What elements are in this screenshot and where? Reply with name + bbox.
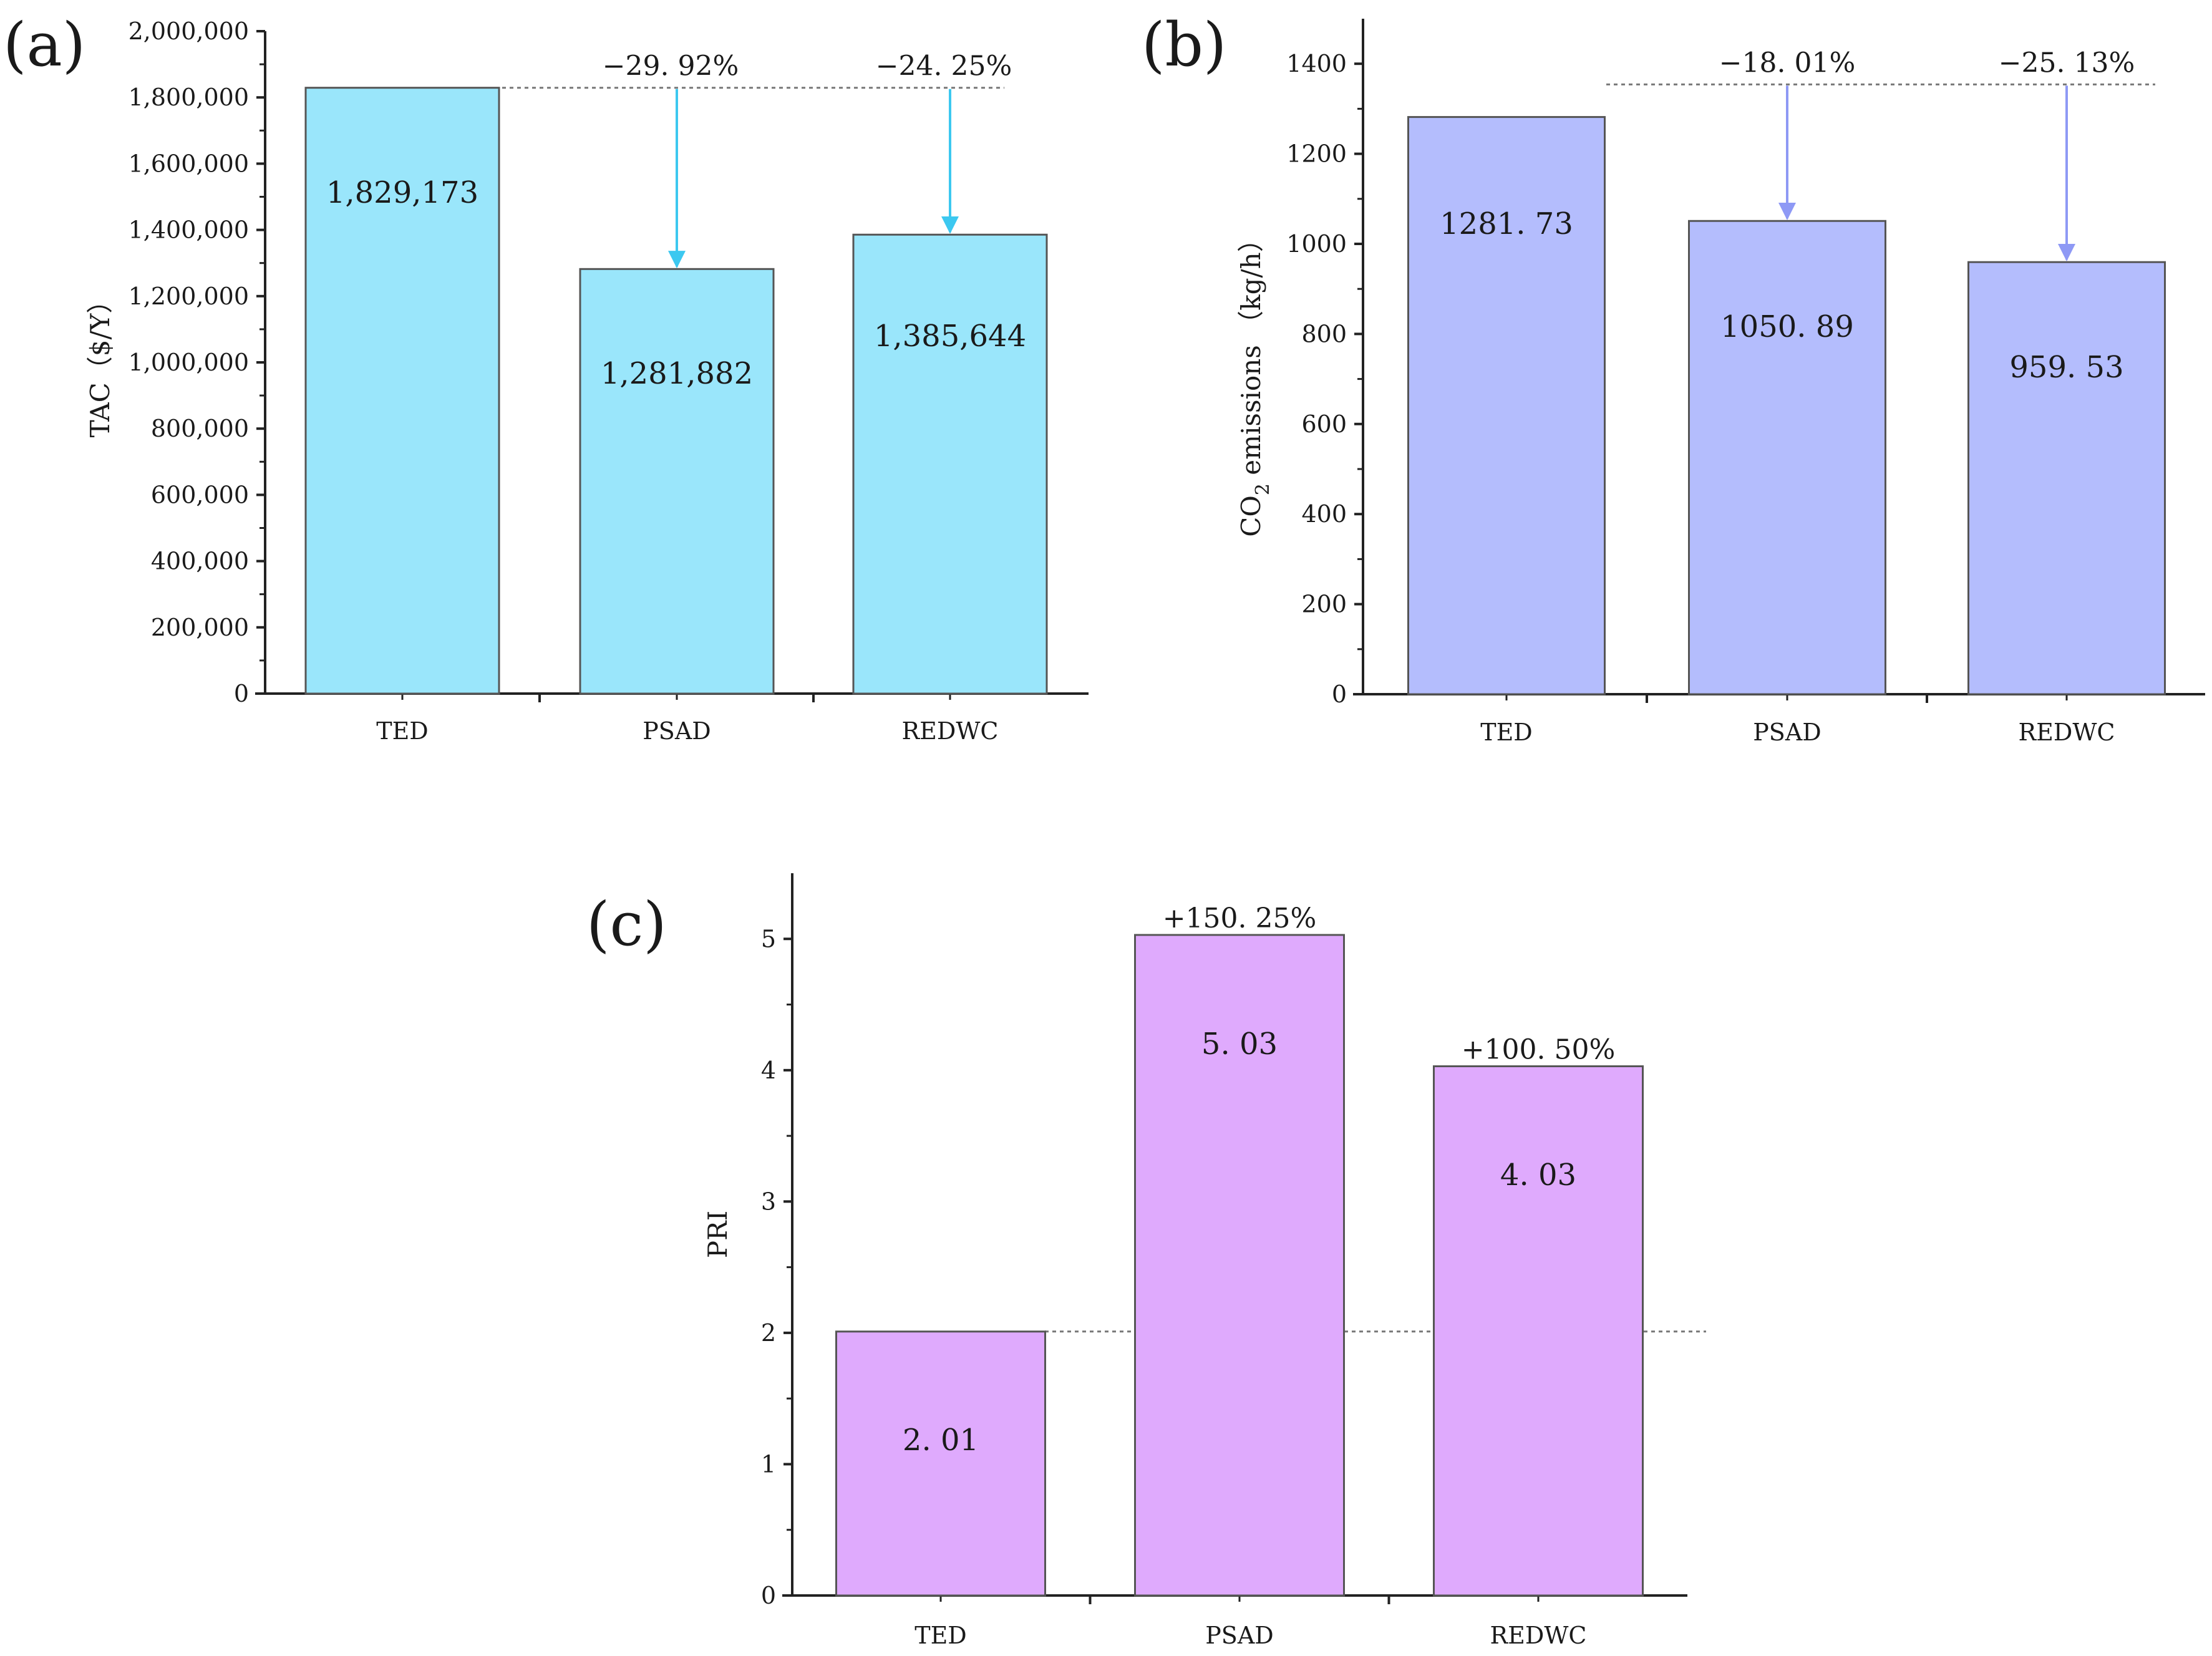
panel-c-change-label-redwc: +100. 50%: [1462, 1034, 1616, 1066]
panel-c-marks: 0 1 2 3 4 5 2. 01 TED 5. 03 PSAD +150. 25% 4. 03 RED…: [702, 873, 1706, 1649]
panel-a-y-tick-label: 600,000: [151, 481, 249, 508]
panel-c-value-label-psad: 5. 03: [1201, 1027, 1278, 1062]
panel-c-y-tick-label: 2: [761, 1319, 776, 1347]
panel-a-y-tick-label: 1,800,000: [129, 84, 249, 111]
panel-c-bar-psad: [1134, 934, 1345, 1597]
panel-a-y-tick-label: 400,000: [151, 548, 249, 575]
panel-b-category-label: REDWC: [2019, 719, 2115, 746]
panel-a-tag: (a): [3, 10, 85, 80]
panel-b-value-label-psad: 1050. 89: [1720, 309, 1854, 344]
panel-a-y-tick-label: 2,000,000: [129, 17, 249, 45]
panel-c-y-tick-label: 3: [761, 1188, 776, 1215]
panel-b-y-tick-label: 0: [1332, 680, 1347, 708]
panel-b-y-tick-label: 200: [1301, 591, 1347, 618]
panel-a-tac-chart: (a) 0 200,000 400,000 600,000 800,000 1,000,0…: [3, 10, 1089, 745]
panel-a-y-tick-label: 200,000: [151, 614, 249, 641]
panel-c-y-tick-label: 5: [761, 925, 776, 952]
panel-c-y-tick-label: 1: [761, 1450, 776, 1478]
panel-b-y-tick-label: 600: [1301, 410, 1347, 438]
panel-c-change-label-psad: +150. 25%: [1163, 903, 1317, 934]
panel-b-y-tick-label: 400: [1301, 500, 1347, 528]
panel-a-marks: 0 200,000 400,000 600,000 800,000 1,000,000 1,…: [85, 17, 1089, 745]
panel-a-y-axis-title: TAC（$/Y）: [85, 288, 115, 438]
panel-b-co2-chart: (b) 0 200 400 600 800 1000 1200 1400 1281. 73 TED…: [1142, 10, 2205, 746]
panel-a-y-tick-label: 1,000,000: [129, 349, 249, 376]
panel-a-change-label-redwc: −24. 25%: [876, 51, 1012, 82]
panel-a-y-tick-label: 1,400,000: [129, 216, 249, 244]
panel-c-category-label: REDWC: [1490, 1622, 1587, 1649]
panel-c-value-label-ted: 2. 01: [903, 1423, 979, 1458]
panel-b-y-axis-title: CO2 emissions （kg/h）: [1236, 226, 1274, 536]
panel-a-change-label-psad: −29. 92%: [603, 51, 739, 82]
panel-a-y-tick-label: 0: [234, 680, 249, 707]
panel-c-y-tick-label: 0: [761, 1582, 776, 1609]
panel-b-change-label-psad: −18. 01%: [1719, 47, 1856, 79]
panel-b-category-label: PSAD: [1753, 719, 1822, 746]
panel-c-value-label-redwc: 4. 03: [1500, 1158, 1576, 1193]
panel-a-bar-redwc: [852, 233, 1048, 695]
panel-c-category-label: PSAD: [1205, 1622, 1274, 1649]
panel-b-value-label-ted: 1281. 73: [1440, 206, 1573, 241]
panel-c-y-axis-title: PRI: [702, 1211, 733, 1258]
panel-a-y-tick-label: 800,000: [151, 415, 249, 442]
panel-a-category-label: REDWC: [902, 717, 999, 745]
panel-b-marks: 0 200 400 600 800 1000 1200 1400 1281. 73 TED 1050…: [1236, 19, 2205, 746]
panel-a-y-tick-label: 1,600,000: [129, 150, 249, 177]
panel-c-bar-ted: [835, 1330, 1046, 1597]
panel-c-pri-chart: (c) 0 1 2 3 4 5 2. 01 TED 5. 03 PSAD +150. 25% 4. 0…: [586, 873, 1706, 1649]
panel-a-value-label-redwc: 1,385,644: [874, 319, 1026, 354]
panel-b-category-label: TED: [1480, 719, 1533, 746]
panel-b-y-tick-label: 1400: [1286, 50, 1347, 77]
panel-b-y-axis-title-rest: emissions （kg/h）: [1236, 226, 1266, 483]
panel-b-y-axis-title-subscript: 2: [1252, 483, 1274, 495]
panel-a-bar-psad: [579, 268, 775, 695]
panel-b-y-tick-label: 1200: [1286, 140, 1347, 168]
panel-a-value-label-psad: 1,281,882: [601, 356, 753, 391]
panel-b-change-label-redwc: −25. 13%: [1999, 47, 2135, 79]
panel-c-bar-redwc: [1433, 1065, 1644, 1597]
panel-a-category-label: TED: [376, 717, 429, 745]
panel-a-y-tick-label: 1,200,000: [129, 283, 249, 310]
panel-b-bar-psad: [1688, 220, 1886, 695]
panel-a-category-label: PSAD: [643, 717, 711, 745]
panel-b-y-axis-title-main: CO: [1236, 495, 1266, 537]
panel-a-value-label-ted: 1,829,173: [326, 175, 478, 210]
panel-c-y-tick-label: 4: [761, 1057, 776, 1084]
panel-c-tag: (c): [586, 889, 667, 959]
panel-b-bar-redwc: [1967, 261, 2166, 695]
panel-b-y-tick-label: 800: [1301, 320, 1347, 347]
panel-b-bar-ted: [1407, 116, 1606, 695]
panel-c-category-label: TED: [914, 1622, 967, 1649]
panel-b-y-tick-label: 1000: [1286, 230, 1347, 258]
panel-b-tag: (b): [1142, 10, 1226, 80]
panel-a-bar-ted: [304, 87, 500, 695]
panel-b-value-label-redwc: 959. 53: [2009, 350, 2123, 385]
